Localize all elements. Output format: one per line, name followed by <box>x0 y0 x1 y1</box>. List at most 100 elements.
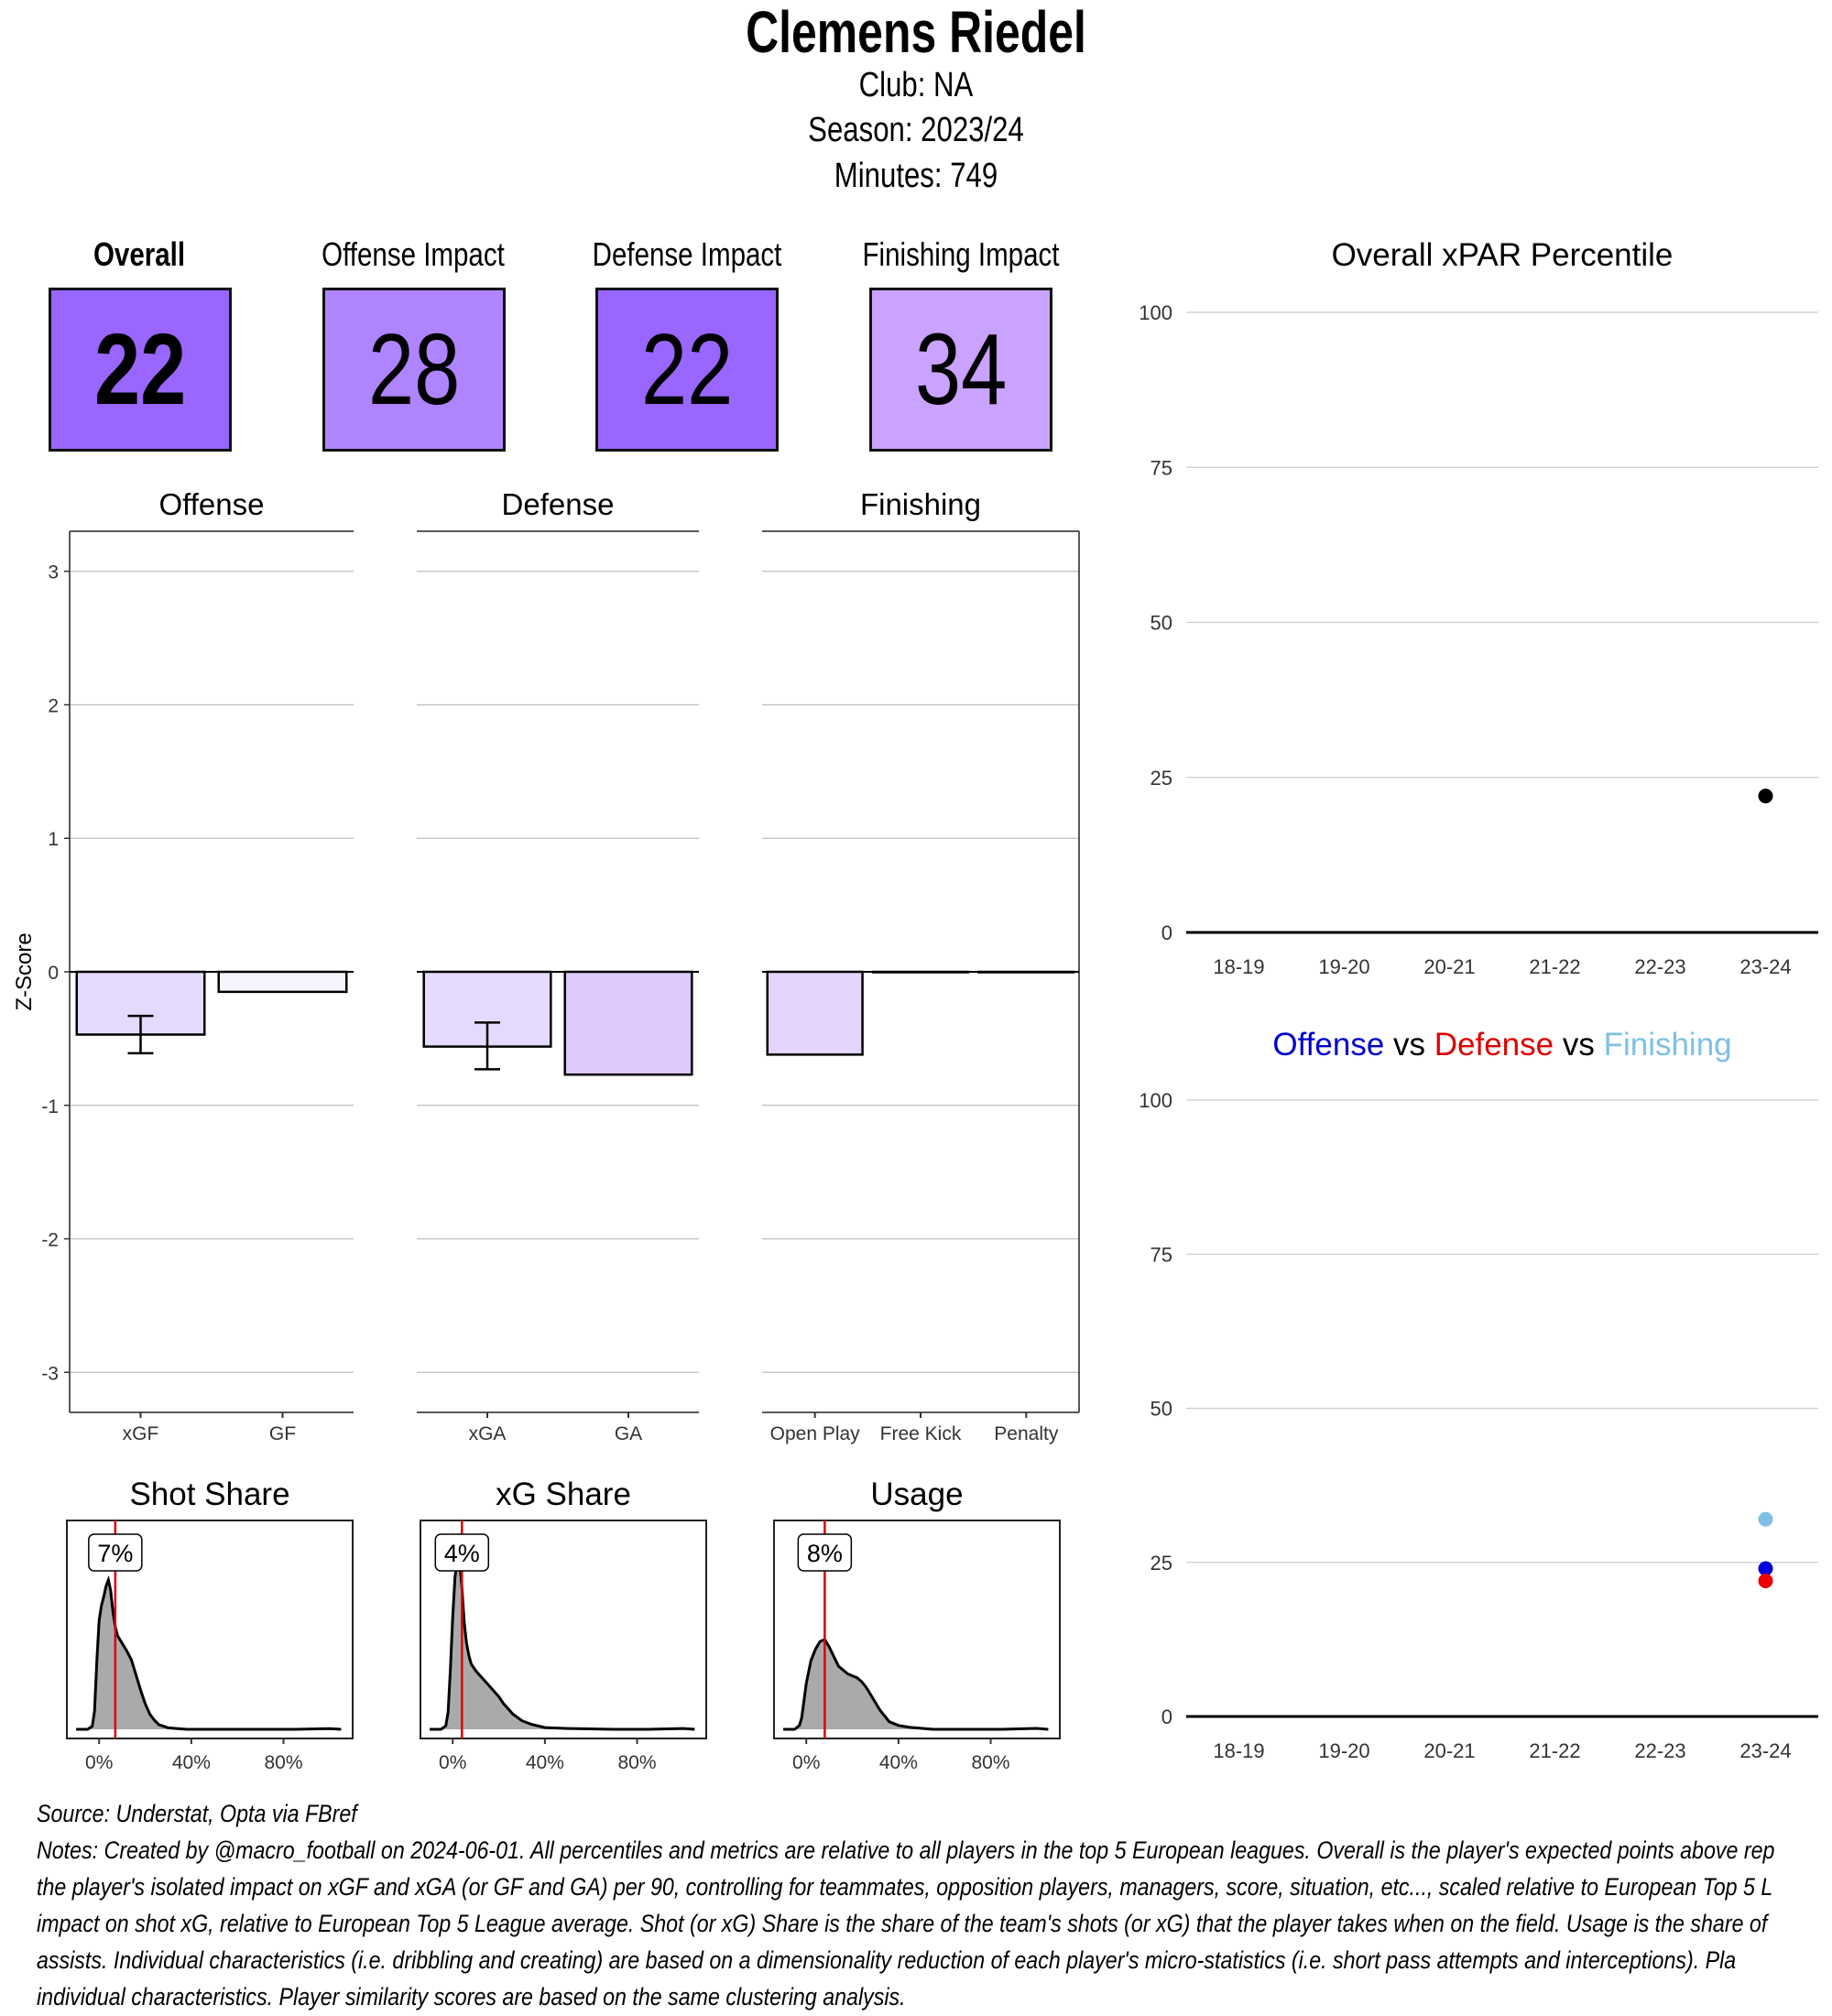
x-tick-label: 23-24 <box>1739 1739 1791 1762</box>
y-tick-label: 25 <box>1150 1552 1172 1575</box>
point-overall <box>1758 789 1773 804</box>
chart-title: Offense vs Defense vs Finishing <box>1272 1027 1731 1062</box>
y-tick-label: 50 <box>1150 1398 1172 1421</box>
x-tick-label: 80% <box>265 1752 303 1773</box>
offense-impact-label: Offense Impact <box>322 235 505 273</box>
finishing-impact-score-value: 34 <box>914 313 1008 426</box>
point-offense <box>1758 1561 1773 1576</box>
player-value-label: 7% <box>97 1540 133 1567</box>
bar-ga <box>563 970 693 1076</box>
x-tick-label: 19-20 <box>1318 1739 1369 1762</box>
x-tick-label: Open Play <box>770 1423 861 1444</box>
y-tick-label: 0 <box>1161 1705 1172 1728</box>
density-line <box>76 1575 342 1731</box>
y-tick-label: 100 <box>1139 301 1172 324</box>
x-tick-label: 0% <box>792 1752 820 1773</box>
panel-title: Defense <box>502 487 615 521</box>
bar-open-play <box>766 970 864 1056</box>
x-tick-label: 20-21 <box>1423 1739 1475 1762</box>
density-title: Shot Share <box>129 1477 289 1512</box>
density-panel-xg-share: xG Share 4% 0% 40% 80% <box>420 1477 707 1773</box>
x-tick-label: xGA <box>469 1423 507 1444</box>
x-tick-label: Penalty <box>994 1423 1059 1444</box>
x-tick-label: 40% <box>172 1752 211 1773</box>
y-tick-label: 0 <box>48 963 59 984</box>
y-axis-label: Z-Score <box>12 932 37 1010</box>
x-tick-label: 21-22 <box>1529 1739 1580 1762</box>
player-name-title: Clemens Riedel <box>746 0 1086 65</box>
density-line <box>430 1552 695 1731</box>
density-title: Usage <box>870 1477 963 1512</box>
overall-score-box: 22 <box>49 288 232 452</box>
title-part-finishing: Finishing <box>1595 1027 1732 1062</box>
y-tick-label: 2 <box>48 695 59 716</box>
x-tick-label: 20-21 <box>1423 955 1475 978</box>
finishing-impact-label: Finishing Impact <box>862 235 1060 273</box>
player-value-label-box <box>797 1533 853 1572</box>
overall-xpar-chart: Overall xPAR Percentile 0 25 50 75 100 18-19 19… <box>1139 237 1818 978</box>
x-tick-label: 0% <box>85 1752 113 1773</box>
density-area <box>783 1640 1049 1729</box>
title-part-vs: vs <box>1554 1027 1595 1062</box>
y-tick-label: 3 <box>48 562 59 583</box>
player-value-label: 8% <box>807 1540 843 1567</box>
point-defense <box>1758 1573 1773 1588</box>
y-tick-label: 75 <box>1150 1243 1172 1266</box>
season-label: Season: 2023/24 <box>808 111 1024 149</box>
overall-score-value: 22 <box>93 313 187 426</box>
source-note: Source: Understat, Opta via FBref <box>37 1800 357 1827</box>
x-tick-label: 80% <box>618 1752 657 1773</box>
player-value-label: 4% <box>444 1540 480 1567</box>
panel-title: Finishing <box>860 487 981 521</box>
title-part-offense: Offense <box>1272 1027 1384 1062</box>
x-tick-label: xGF <box>123 1423 159 1444</box>
x-tick-label: 0% <box>439 1752 466 1773</box>
defense-impact-label: Defense Impact <box>592 235 782 273</box>
chart-title: Overall xPAR Percentile <box>1332 237 1674 273</box>
offense-impact-score-value: 28 <box>367 313 461 426</box>
club-label: Club: NA <box>858 66 974 104</box>
y-tick-label: -1 <box>41 1096 59 1117</box>
notes-line: impact on shot xG, relative to European … <box>37 1910 1768 1937</box>
density-panel-shot-share: Shot Share 7% 0% 40% 80% <box>66 1477 354 1773</box>
density-line <box>783 1638 1049 1731</box>
x-tick-label: 18-19 <box>1213 1739 1264 1762</box>
x-tick-label: 23-24 <box>1739 955 1791 978</box>
finishing-impact-score-box: 34 <box>869 288 1052 452</box>
density-area <box>76 1580 342 1729</box>
x-tick-label: Free Kick <box>880 1423 962 1444</box>
y-tick-label: 1 <box>48 829 59 850</box>
density-panel-usage: Usage 8% 0% 40% 80% <box>773 1477 1061 1773</box>
notes-line: assists. Individual characteristics (i.e… <box>37 1946 1737 1974</box>
component-xpar-chart: Offense vs Defense vs Finishing 0 25 50 75 10… <box>1139 1027 1818 1762</box>
y-tick-label: 75 <box>1150 456 1172 479</box>
overall-label: Overall <box>93 235 186 273</box>
x-tick-label: 22-23 <box>1634 1739 1685 1762</box>
charts-canvas: Z-Score Offense 3 2 1 0 -1 -2 -3 xGF GF Defense xGA G… <box>12 237 1818 1773</box>
offense-impact-score-box: 28 <box>322 288 506 452</box>
x-tick-label: 22-23 <box>1634 955 1685 978</box>
x-tick-label: 40% <box>526 1752 564 1773</box>
x-tick-label: 21-22 <box>1529 955 1580 978</box>
player-value-label-box <box>88 1533 143 1572</box>
notes-line: Notes: Created by @macro_football on 202… <box>37 1836 1775 1864</box>
bar-gf <box>217 970 348 994</box>
zscore-panel-defense: Defense xGA GA <box>417 487 699 1444</box>
zscore-bar-panels: Z-Score Offense 3 2 1 0 -1 -2 -3 xGF GF Defense xGA G… <box>12 487 1080 1444</box>
y-tick-label: 50 <box>1150 612 1172 635</box>
defense-impact-score-value: 22 <box>640 313 734 426</box>
y-tick-label: 100 <box>1139 1089 1172 1112</box>
y-tick-label: -3 <box>41 1363 59 1384</box>
notes-line: the player's isolated impact on xGF and … <box>37 1873 1773 1901</box>
y-tick-label: -2 <box>41 1230 59 1251</box>
x-tick-label: 40% <box>879 1752 918 1773</box>
zscore-panel-finishing: Finishing Open Play Free Kick Penalty <box>762 487 1080 1444</box>
point-finishing <box>1758 1511 1773 1527</box>
title-part-defense: Defense <box>1425 1027 1554 1062</box>
x-tick-label: 18-19 <box>1213 955 1264 978</box>
minutes-label: Minutes: 749 <box>834 157 998 195</box>
title-part-vs: vs <box>1384 1027 1425 1062</box>
player-value-label-box <box>434 1533 490 1572</box>
y-tick-label: 0 <box>1161 921 1172 944</box>
x-tick-label: GA <box>615 1423 642 1444</box>
